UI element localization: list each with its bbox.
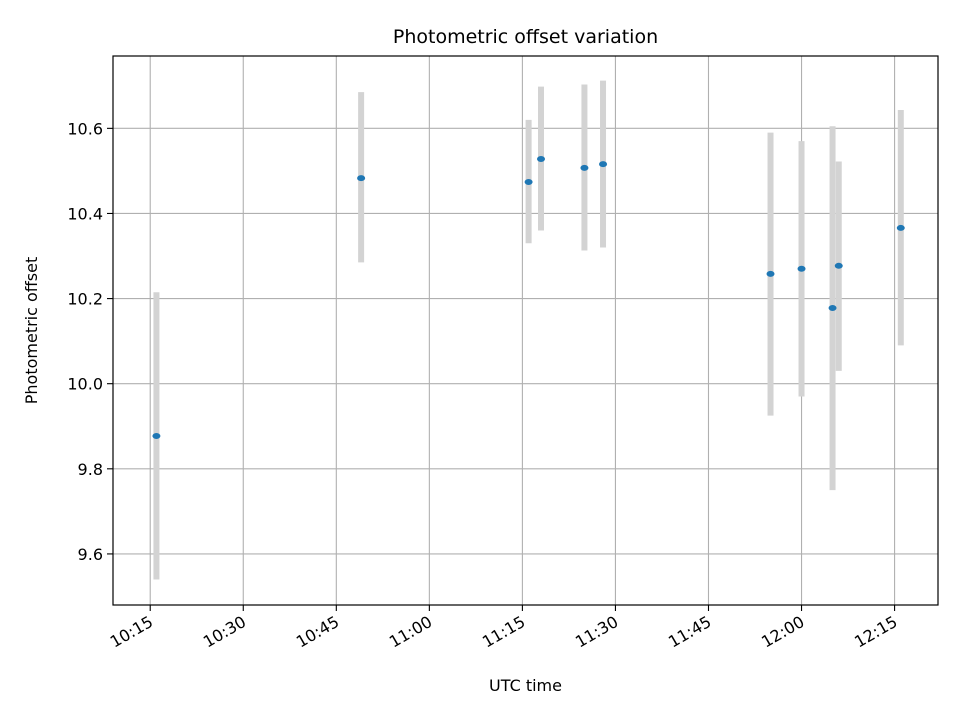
data-point bbox=[580, 164, 589, 171]
data-point bbox=[524, 178, 533, 185]
y-axis: 9.6 9.8 10.0 10.2 10.4 10.6 bbox=[67, 119, 113, 564]
y-tick-label: 10.0 bbox=[67, 375, 103, 394]
data-point bbox=[152, 433, 161, 440]
plot-frame bbox=[112, 55, 939, 606]
data-point bbox=[797, 265, 806, 272]
y-axis-title: Photometric offset bbox=[22, 257, 41, 405]
data-point bbox=[599, 161, 608, 168]
data-point bbox=[834, 262, 843, 269]
data-point bbox=[896, 224, 905, 231]
data-points bbox=[152, 155, 905, 440]
y-tick-label: 10.4 bbox=[67, 204, 103, 223]
x-axis-title: UTC time bbox=[489, 676, 562, 695]
data-point bbox=[357, 175, 366, 182]
data-point bbox=[766, 270, 775, 277]
y-tick-label: 9.6 bbox=[78, 545, 103, 564]
y-tick-label: 9.8 bbox=[78, 460, 103, 479]
chart-title: Photometric offset variation bbox=[393, 26, 658, 48]
data-point bbox=[537, 155, 546, 162]
y-tick-label: 10.2 bbox=[67, 290, 103, 309]
data-point bbox=[828, 304, 837, 311]
y-tick-label: 10.6 bbox=[67, 119, 103, 138]
